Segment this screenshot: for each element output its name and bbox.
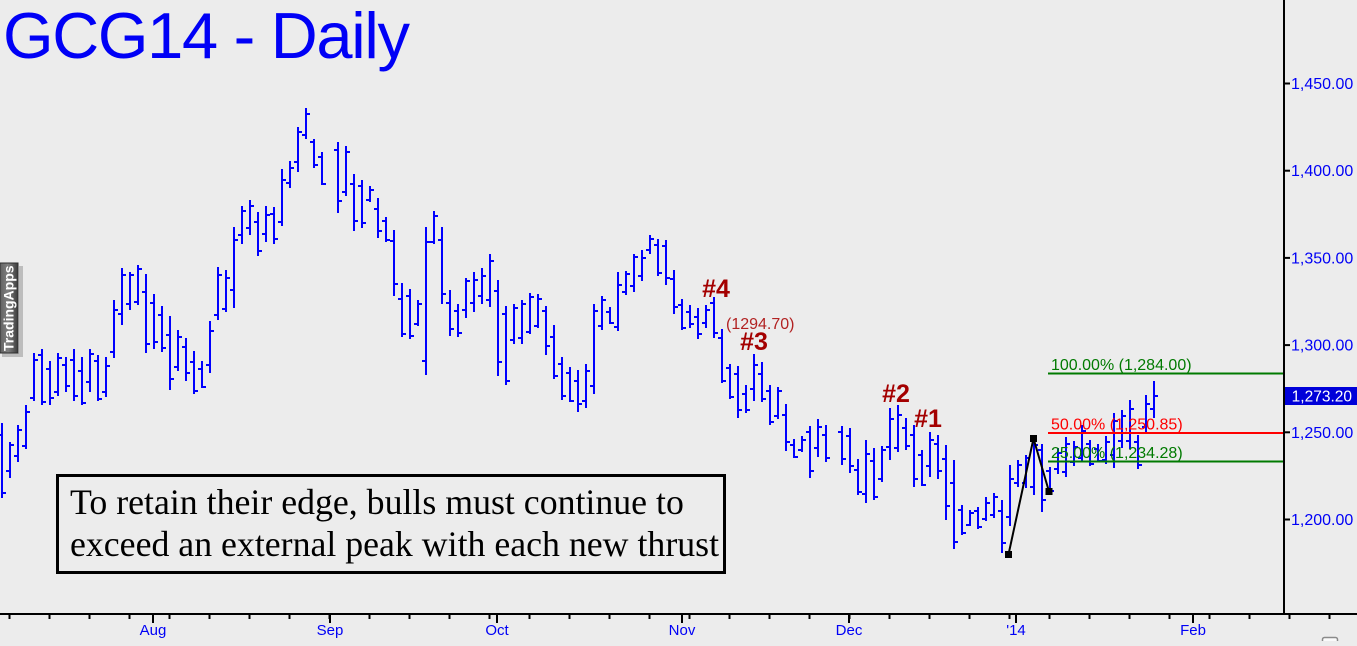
- svg-text:1,450.00: 1,450.00: [1291, 76, 1353, 93]
- svg-text:#1: #1: [914, 405, 942, 433]
- svg-text:1,250.00: 1,250.00: [1291, 425, 1353, 442]
- svg-text:Oct: Oct: [485, 622, 509, 639]
- svg-text:25.00% (1,234.28): 25.00% (1,234.28): [1051, 445, 1183, 462]
- svg-text:1,350.00: 1,350.00: [1291, 250, 1353, 267]
- svg-text:(1294.70): (1294.70): [726, 316, 795, 333]
- svg-text:Aug: Aug: [140, 622, 167, 639]
- svg-text:1,400.00: 1,400.00: [1291, 163, 1353, 180]
- svg-text:#3: #3: [740, 328, 768, 356]
- svg-text:To retain their edge, bulls mu: To retain their edge, bulls must continu…: [70, 482, 684, 522]
- svg-text:1,300.00: 1,300.00: [1291, 338, 1353, 355]
- svg-text:TradingApps: TradingApps: [1, 265, 17, 351]
- svg-text:#4: #4: [702, 275, 730, 303]
- svg-text:Sep: Sep: [317, 622, 344, 639]
- svg-text:Dec: Dec: [836, 622, 863, 639]
- svg-text:1,200.00: 1,200.00: [1291, 512, 1353, 529]
- svg-text:'14: '14: [1006, 622, 1026, 639]
- svg-text:#2: #2: [882, 380, 910, 408]
- svg-text:50.00% (1,250.85): 50.00% (1,250.85): [1051, 417, 1183, 434]
- svg-text:1,273.20: 1,273.20: [1292, 389, 1353, 406]
- svg-text:100.00% (1,284.00): 100.00% (1,284.00): [1051, 357, 1192, 374]
- svg-text:Feb: Feb: [1180, 622, 1206, 639]
- svg-text:exceed an external peak with e: exceed an external peak with each new th…: [70, 524, 719, 564]
- svg-text:Nov: Nov: [669, 622, 696, 639]
- svg-text:GCG14 - Daily: GCG14 - Daily: [3, 0, 410, 72]
